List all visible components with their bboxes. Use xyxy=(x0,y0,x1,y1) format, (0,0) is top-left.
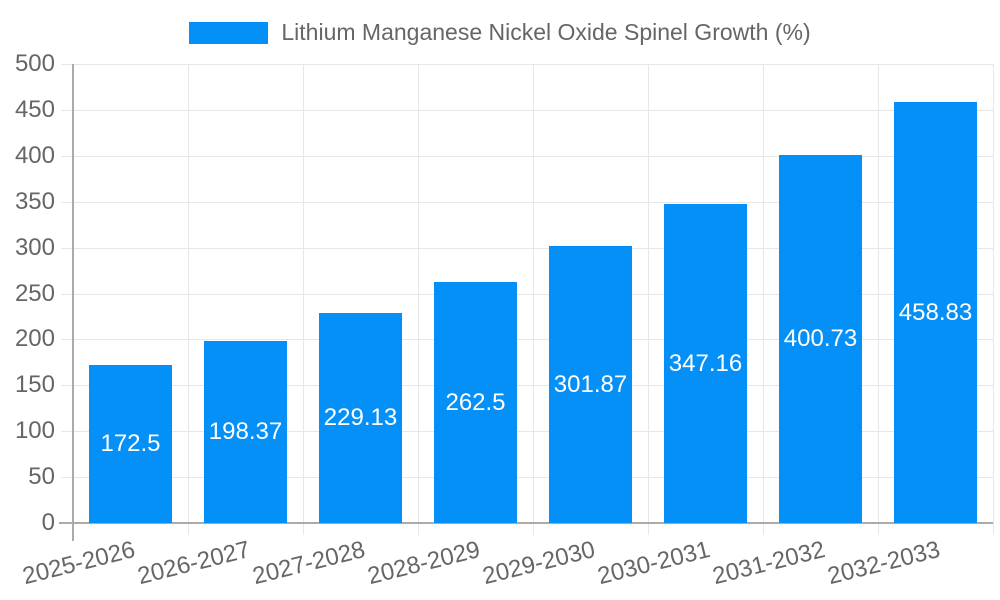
x-gridline xyxy=(648,64,649,523)
y-tick-mark xyxy=(61,385,73,386)
bar-value-label: 301.87 xyxy=(553,371,628,398)
x-gridline xyxy=(878,64,879,523)
x-gridline xyxy=(303,64,304,523)
x-tick-mark xyxy=(303,523,304,535)
bar-value-label: 198.37 xyxy=(208,418,283,445)
bar-value-label: 347.16 xyxy=(668,350,743,377)
x-tick-mark xyxy=(188,523,189,535)
y-axis-tick-label: 50 xyxy=(28,463,55,490)
x-axis-tick-label: 2029-2030 xyxy=(480,536,599,591)
y-axis-tick-label: 100 xyxy=(14,417,55,444)
y-tick-mark xyxy=(61,477,73,478)
bar-value-label: 229.13 xyxy=(323,404,398,431)
x-gridline xyxy=(418,64,419,523)
y-axis-tick-label: 150 xyxy=(14,371,55,398)
bar-2025-2026[interactable] xyxy=(89,365,172,523)
x-axis-tick-label: 2025-2026 xyxy=(20,536,139,591)
x-axis-tick-label: 2030-2031 xyxy=(595,536,714,591)
bar-2031-2032[interactable] xyxy=(779,155,862,523)
x-tick-mark xyxy=(993,523,994,535)
x-tick-mark xyxy=(533,523,534,535)
x-tick-mark xyxy=(648,523,649,535)
x-gridline xyxy=(188,64,189,523)
y-axis-line xyxy=(72,64,74,541)
bar-2030-2031[interactable] xyxy=(664,204,747,523)
y-axis-tick-label: 450 xyxy=(14,96,55,123)
x-axis-tick-label: 2028-2029 xyxy=(365,536,484,591)
y-axis-tick-label: 500 xyxy=(14,50,55,77)
bar-value-label: 262.5 xyxy=(445,389,506,416)
bar-2026-2027[interactable] xyxy=(204,341,287,523)
x-gridline xyxy=(763,64,764,523)
bar-value-label: 458.83 xyxy=(898,299,973,326)
legend-swatch xyxy=(189,21,269,44)
y-tick-mark xyxy=(61,110,73,111)
y-tick-mark xyxy=(61,294,73,295)
y-tick-mark xyxy=(61,156,73,157)
bar-2028-2029[interactable] xyxy=(434,282,517,523)
y-tick-mark xyxy=(61,64,73,65)
y-tick-mark xyxy=(61,248,73,249)
x-tick-mark xyxy=(418,523,419,535)
legend-item[interactable]: Lithium Manganese Nickel Oxide Spinel Gr… xyxy=(189,19,811,46)
y-axis-tick-label: 400 xyxy=(14,142,55,169)
x-axis-tick-label: 2026-2027 xyxy=(135,536,254,591)
y-tick-mark xyxy=(61,431,73,432)
y-axis-tick-label: 350 xyxy=(14,188,55,215)
y-axis-tick-label: 0 xyxy=(41,509,55,536)
bar-2032-2033[interactable] xyxy=(894,102,977,523)
y-axis-tick-label: 250 xyxy=(14,280,55,307)
chart-legend: Lithium Manganese Nickel Oxide Spinel Gr… xyxy=(0,19,1000,46)
x-axis-tick-label: 2032-2033 xyxy=(825,536,944,591)
legend-label: Lithium Manganese Nickel Oxide Spinel Gr… xyxy=(281,19,811,45)
y-tick-mark xyxy=(61,202,73,203)
x-axis-tick-label: 2027-2028 xyxy=(250,536,369,591)
bar-2029-2030[interactable] xyxy=(549,246,632,523)
bar-value-label: 172.5 xyxy=(100,430,161,457)
y-axis-tick-label: 300 xyxy=(14,234,55,261)
bar-2027-2028[interactable] xyxy=(319,313,402,523)
x-axis-tick-label: 2031-2032 xyxy=(710,536,829,591)
x-tick-mark xyxy=(878,523,879,535)
x-gridline xyxy=(533,64,534,523)
x-gridline xyxy=(993,64,994,523)
bar-value-label: 400.73 xyxy=(783,325,858,352)
y-tick-mark xyxy=(61,339,73,340)
y-axis-tick-label: 200 xyxy=(14,325,55,352)
x-tick-mark xyxy=(763,523,764,535)
x-axis-line xyxy=(59,522,993,524)
